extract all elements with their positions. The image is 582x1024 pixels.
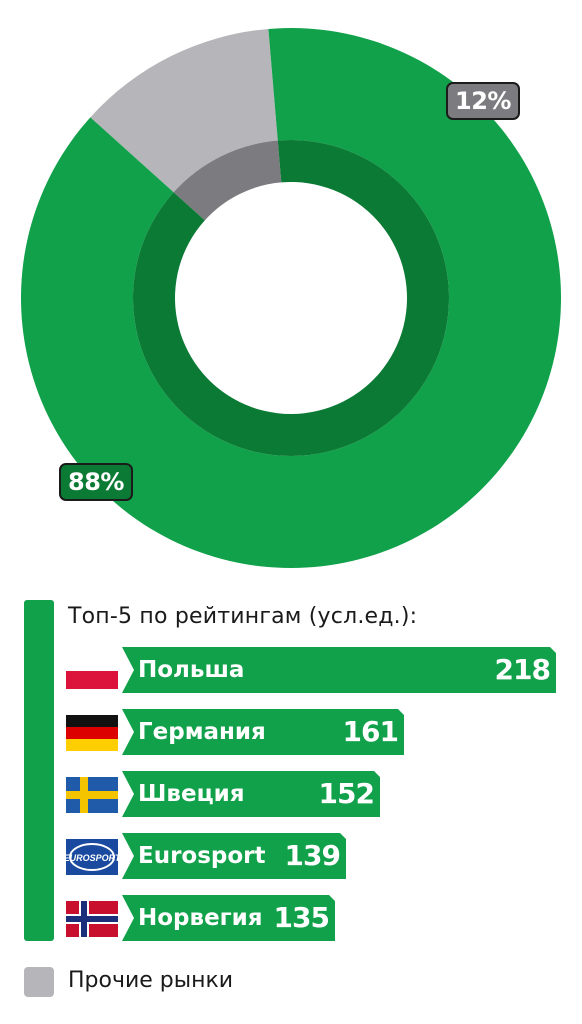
bar-value-label: 135 [273,901,330,934]
bar-category-label: Норвегия [138,905,263,931]
bar-value-label: 139 [284,839,341,872]
bar-Польша [122,647,556,693]
donut-slice-other [90,28,278,193]
donut-slice-top5 [21,27,562,568]
top5-legend-swatch [24,600,54,941]
bar-chart-title: Топ-5 по рейтингам (усл.ед.): [68,604,418,629]
other-markets-swatch [24,967,54,997]
poland-flag-icon [66,653,118,689]
bar-category-label: Германия [138,719,266,745]
donut-inner-slice-other [173,140,282,221]
bar-category-label: Eurosport [138,843,266,869]
bar-row: Швеция 152 [0,771,582,817]
bar-row: Норвегия 135 [0,895,582,941]
bar-Eurosport [122,833,346,879]
germany-flag-icon [66,715,118,751]
bar-row: Польша 218 [0,647,582,693]
norway-flag-icon [66,901,118,937]
other-markets-label: Прочие рынки [68,968,234,993]
donut-chart [21,27,562,568]
bar-Германия [122,709,404,755]
bar-row: EUROSPORT Eurosport 139 [0,833,582,879]
sweden-flag-icon [66,777,118,813]
bar-value-label: 161 [342,715,399,748]
bar-category-label: Швеция [138,781,245,807]
percent-label-top5: 88% [59,463,133,501]
svg-text:EUROSPORT: EUROSPORT [66,853,118,863]
bar-Норвегия [122,895,335,941]
bar-category-label: Польша [138,657,245,683]
percent-label-other: 12% [446,82,520,120]
eurosport-logo-icon: EUROSPORT [66,839,118,875]
bar-row: Германия 161 [0,709,582,755]
bar-Швеция [122,771,380,817]
bar-value-label: 152 [318,777,375,810]
bar-value-label: 218 [494,653,551,686]
